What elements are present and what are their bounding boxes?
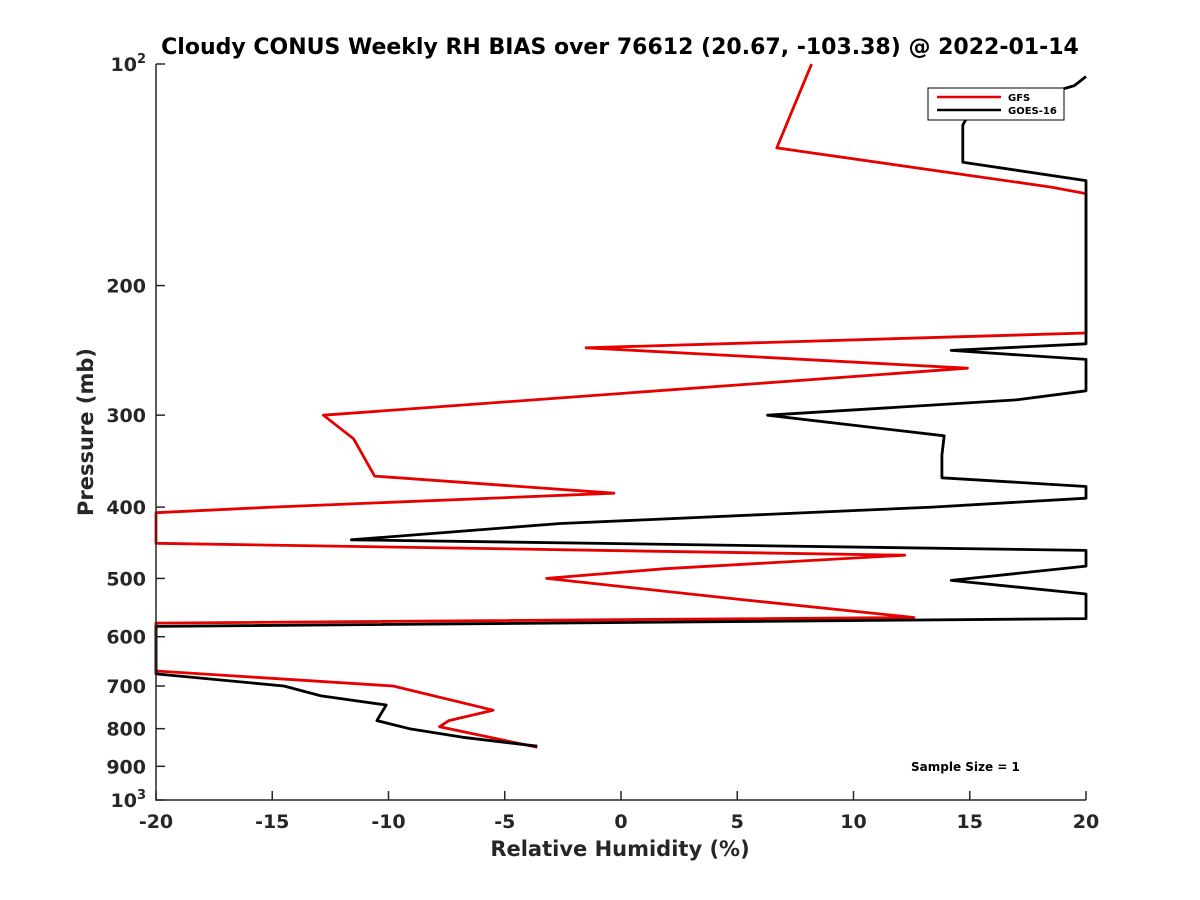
legend: GFS GOES-16	[927, 87, 1065, 121]
y-axis-label: Pressure (mb)	[74, 348, 98, 516]
x-tick-label: 0	[614, 811, 627, 833]
y-axis-ticks: 102 200 300 400 500 600 700 800 900 103	[106, 52, 165, 812]
x-tick-label: -20	[139, 811, 173, 833]
legend-label-gfs: GFS	[1008, 93, 1030, 104]
y-tick-label: 200	[106, 276, 146, 298]
y-tick-label: 800	[106, 719, 146, 741]
x-tick-label: -10	[371, 811, 405, 833]
x-tick-label: 20	[1073, 811, 1099, 833]
x-tick-label: -15	[255, 811, 289, 833]
y-tick-label: 102	[111, 52, 147, 76]
y-tick-label: 700	[106, 676, 146, 698]
x-tick-label: -5	[494, 811, 515, 833]
legend-label-goes-16: GOES-16	[1008, 106, 1057, 117]
plot-area: -20 -15 -10 -5 0 5 10 15 20 102 200 300 400 500 600 70…	[106, 52, 1099, 833]
sample-size-annotation: Sample Size = 1	[911, 760, 1020, 774]
x-tick-label: 15	[957, 811, 983, 833]
y-tick-label: 500	[106, 568, 146, 590]
x-tick-label: 5	[731, 811, 744, 833]
x-tick-label: 10	[840, 811, 866, 833]
x-axis-label: Relative Humidity (%)	[490, 837, 749, 861]
y-tick-label: 400	[106, 497, 146, 519]
y-tick-label: 300	[106, 405, 146, 427]
y-tick-label: 900	[106, 756, 146, 778]
series-line-goes-16	[154, 75, 1088, 748]
y-tick-label: 600	[106, 627, 146, 649]
chart-title: Cloudy CONUS Weekly RH BIAS over 76612 (…	[161, 35, 1079, 60]
legend-box	[927, 87, 1065, 121]
x-axis-ticks: -20 -15 -10 -5 0 5 10 15 20	[139, 791, 1099, 833]
y-tick-label: 103	[111, 788, 147, 812]
